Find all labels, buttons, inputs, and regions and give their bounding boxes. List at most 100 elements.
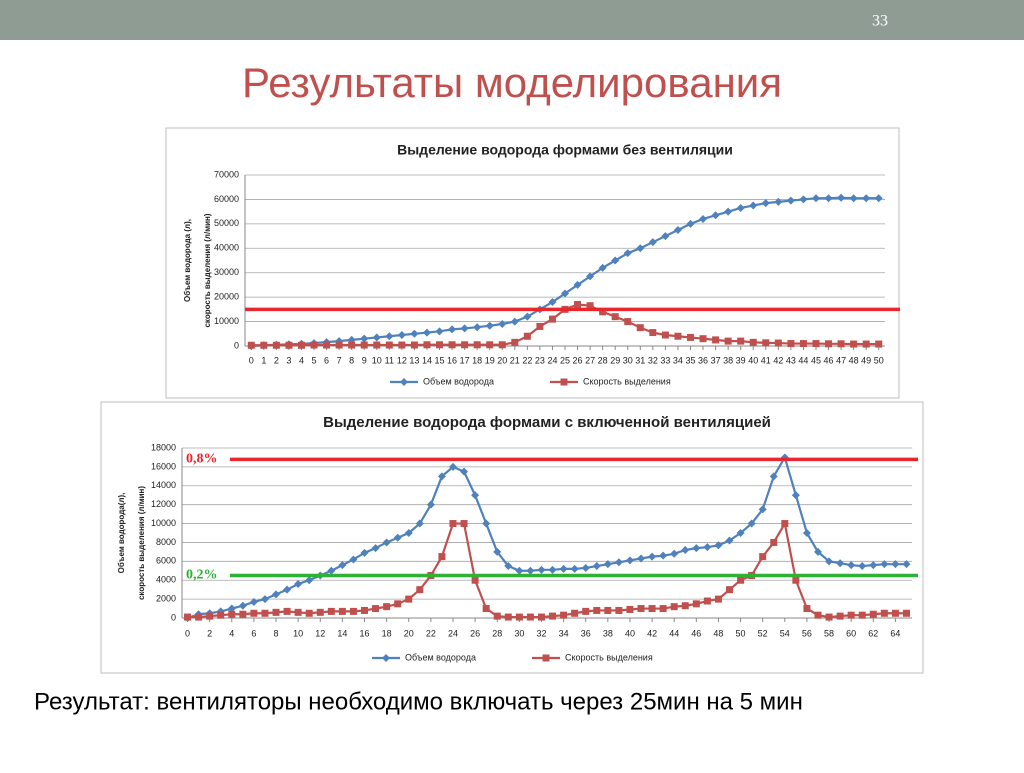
data-point xyxy=(422,328,431,337)
data-point xyxy=(410,329,419,338)
y-tick-label: 8000 xyxy=(156,537,176,547)
data-point xyxy=(836,612,844,620)
data-point xyxy=(537,613,545,621)
data-point xyxy=(436,341,444,349)
reference-label: 0,2% xyxy=(186,568,218,583)
data-point xyxy=(891,609,899,617)
x-tick-label: 32 xyxy=(648,355,658,365)
x-tick-label: 2 xyxy=(274,355,279,365)
x-tick-label: 54 xyxy=(780,628,790,638)
y-tick-label: 0 xyxy=(234,340,239,350)
data-point xyxy=(803,605,811,613)
x-tick-label: 22 xyxy=(426,628,436,638)
x-tick-label: 30 xyxy=(514,628,524,638)
data-point xyxy=(749,338,757,346)
x-tick-label: 49 xyxy=(861,355,871,365)
data-point xyxy=(747,519,756,528)
x-tick-label: 22 xyxy=(522,355,532,365)
data-point xyxy=(515,613,523,621)
data-point xyxy=(725,536,734,545)
slide-title: Результаты моделирования xyxy=(242,59,782,106)
x-tick-label: 29 xyxy=(610,355,620,365)
data-point xyxy=(448,341,456,349)
x-tick-label: 36 xyxy=(581,628,591,638)
y-tick-label: 20000 xyxy=(214,292,239,302)
data-point xyxy=(371,544,380,553)
x-tick-label: 4 xyxy=(299,355,304,365)
data-point xyxy=(559,564,568,573)
data-point xyxy=(703,543,712,552)
legend-label: Скорость выделения xyxy=(565,652,653,662)
data-point xyxy=(875,340,883,348)
data-point xyxy=(623,249,632,258)
data-point xyxy=(648,605,656,613)
data-point xyxy=(238,601,247,610)
x-tick-label: 0 xyxy=(249,355,254,365)
y-tick-label: 2000 xyxy=(156,593,176,603)
data-point xyxy=(869,610,877,618)
x-tick-label: 58 xyxy=(824,628,834,638)
x-tick-label: 42 xyxy=(647,628,657,638)
data-point xyxy=(405,595,413,603)
data-point xyxy=(802,529,811,537)
data-point xyxy=(493,547,502,556)
x-tick-label: 48 xyxy=(849,355,859,365)
x-tick-label: 2 xyxy=(207,628,212,638)
x-tick-label: 30 xyxy=(623,355,633,365)
data-point xyxy=(880,560,889,569)
data-point xyxy=(586,302,594,310)
x-tick-label: 8 xyxy=(349,355,354,365)
data-point xyxy=(349,555,358,564)
x-tick-label: 24 xyxy=(448,628,458,638)
data-point xyxy=(338,607,346,615)
x-tick-label: 28 xyxy=(492,628,502,638)
legend-marker xyxy=(542,654,550,662)
legend-label: Скорость выделения xyxy=(583,376,671,386)
x-tick-label: 33 xyxy=(660,355,670,365)
chart-frame xyxy=(165,127,900,399)
data-point xyxy=(681,602,689,610)
x-tick-label: 52 xyxy=(758,628,768,638)
data-point xyxy=(294,608,302,616)
data-point xyxy=(398,341,406,349)
x-tick-label: 37 xyxy=(711,355,721,365)
data-point xyxy=(327,566,336,575)
data-point xyxy=(460,324,469,333)
data-point xyxy=(673,225,682,234)
data-point xyxy=(761,199,770,208)
legend-marker xyxy=(560,378,568,386)
x-tick-label: 47 xyxy=(836,355,846,365)
data-point xyxy=(360,334,369,343)
y-tick-label: 70000 xyxy=(214,169,239,179)
legend-marker xyxy=(400,378,408,386)
x-tick-label: 64 xyxy=(890,628,900,638)
y-tick-label: 60000 xyxy=(214,194,239,204)
y-tick-label: 10000 xyxy=(151,518,176,528)
data-point xyxy=(571,609,579,617)
x-tick-label: 18 xyxy=(472,355,482,365)
legend-label: Объем водорода xyxy=(423,376,494,386)
x-tick-label: 16 xyxy=(359,628,369,638)
data-point xyxy=(510,317,519,326)
data-point xyxy=(285,341,293,349)
data-point xyxy=(426,500,435,509)
x-tick-label: 25 xyxy=(560,355,570,365)
data-point xyxy=(504,562,513,571)
data-point xyxy=(837,193,846,202)
data-point xyxy=(272,590,281,599)
data-point xyxy=(471,491,480,500)
data-point xyxy=(726,586,733,594)
data-point xyxy=(504,613,512,621)
y-tick-label: 0 xyxy=(171,612,176,622)
x-tick-label: 23 xyxy=(535,355,545,365)
data-point xyxy=(382,538,391,547)
x-tick-label: 13 xyxy=(409,355,419,365)
data-point xyxy=(825,613,833,621)
x-tick-label: 60 xyxy=(846,628,856,638)
data-point xyxy=(636,324,644,332)
data-point xyxy=(869,561,878,570)
data-point xyxy=(473,323,482,332)
data-point xyxy=(394,600,402,608)
x-tick-label: 38 xyxy=(603,628,613,638)
